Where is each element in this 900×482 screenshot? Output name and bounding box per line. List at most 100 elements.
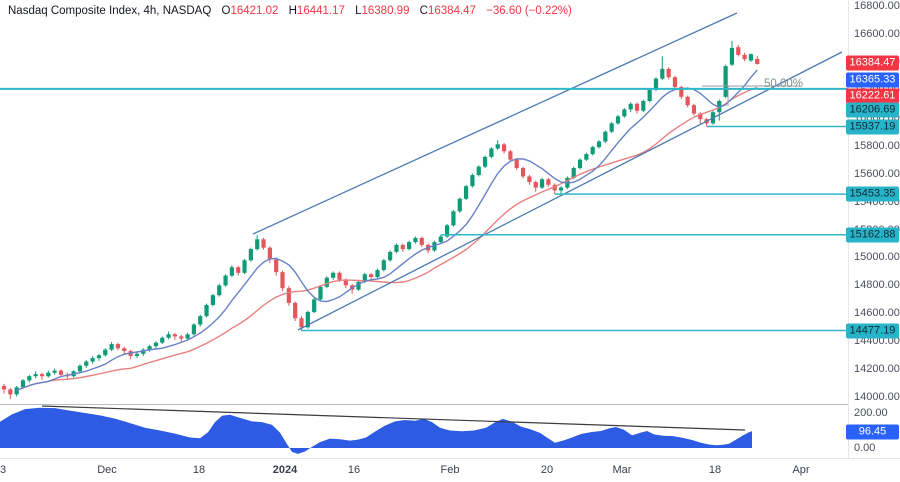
candle[interactable] bbox=[96, 355, 102, 359]
candle[interactable] bbox=[337, 272, 342, 280]
candle[interactable] bbox=[445, 225, 450, 237]
candle[interactable] bbox=[394, 244, 399, 252]
indicator-trendline[interactable] bbox=[41, 405, 746, 431]
candle[interactable] bbox=[90, 358, 95, 362]
candle[interactable] bbox=[58, 370, 64, 375]
candle[interactable] bbox=[109, 344, 114, 350]
candle[interactable] bbox=[191, 324, 196, 335]
candle[interactable] bbox=[160, 337, 165, 343]
candle[interactable] bbox=[39, 374, 45, 377]
candle[interactable] bbox=[324, 277, 329, 287]
candle[interactable] bbox=[27, 376, 32, 381]
candle[interactable] bbox=[609, 123, 614, 132]
candle[interactable] bbox=[533, 182, 538, 188]
candle[interactable] bbox=[577, 159, 583, 169]
candle[interactable] bbox=[672, 77, 678, 88]
candle[interactable] bbox=[641, 100, 646, 111]
candle[interactable] bbox=[419, 237, 424, 245]
candle[interactable] bbox=[375, 270, 380, 278]
candle[interactable] bbox=[312, 299, 317, 312]
candle[interactable] bbox=[495, 144, 500, 149]
candle[interactable] bbox=[141, 349, 146, 354]
candle[interactable] bbox=[1, 385, 7, 390]
candle[interactable] bbox=[558, 187, 564, 191]
candle[interactable] bbox=[248, 249, 253, 261]
candle[interactable] bbox=[438, 236, 443, 243]
candle[interactable] bbox=[615, 116, 621, 124]
candle[interactable] bbox=[596, 141, 602, 148]
candle[interactable] bbox=[242, 260, 247, 273]
candle[interactable] bbox=[470, 175, 475, 187]
candle[interactable] bbox=[122, 348, 127, 352]
candle[interactable] bbox=[84, 361, 89, 366]
candle[interactable] bbox=[413, 237, 418, 243]
candle[interactable] bbox=[179, 336, 184, 339]
candle[interactable] bbox=[198, 316, 203, 325]
candle[interactable] bbox=[603, 131, 608, 142]
candle[interactable] bbox=[103, 349, 108, 356]
candle[interactable] bbox=[115, 344, 121, 349]
candle[interactable] bbox=[210, 295, 215, 305]
candle[interactable] bbox=[457, 198, 462, 212]
candle[interactable] bbox=[286, 288, 291, 303]
candle[interactable] bbox=[52, 370, 57, 373]
candle[interactable] bbox=[388, 251, 393, 261]
symbol-info-bar[interactable]: Nasdaq Composite Index, 4h, NASDAQ O1642… bbox=[8, 5, 579, 17]
candle[interactable] bbox=[463, 186, 469, 199]
candle[interactable] bbox=[514, 159, 519, 169]
candle[interactable] bbox=[584, 154, 589, 160]
candle[interactable] bbox=[685, 96, 690, 106]
candle[interactable] bbox=[255, 239, 260, 250]
candle[interactable] bbox=[293, 302, 298, 319]
candle[interactable] bbox=[229, 267, 234, 276]
candle[interactable] bbox=[508, 151, 513, 160]
candle[interactable] bbox=[356, 281, 361, 290]
candle[interactable] bbox=[407, 242, 412, 250]
candle[interactable] bbox=[698, 113, 703, 120]
candle[interactable] bbox=[755, 58, 760, 65]
candle[interactable] bbox=[691, 105, 697, 114]
candle[interactable] bbox=[77, 365, 83, 372]
candle[interactable] bbox=[185, 334, 190, 339]
candle[interactable] bbox=[723, 66, 728, 97]
candle[interactable] bbox=[546, 179, 551, 185]
time-scale[interactable] bbox=[0, 458, 900, 482]
candle[interactable] bbox=[166, 334, 171, 338]
candle[interactable] bbox=[527, 176, 532, 183]
candle[interactable] bbox=[634, 103, 640, 111]
candle[interactable] bbox=[204, 304, 209, 317]
candle[interactable] bbox=[223, 275, 228, 286]
candle[interactable] bbox=[647, 89, 652, 101]
channel-lower-line[interactable] bbox=[297, 51, 843, 331]
candle[interactable] bbox=[653, 78, 659, 90]
candle[interactable] bbox=[729, 47, 735, 65]
candle[interactable] bbox=[217, 285, 222, 296]
candle[interactable] bbox=[628, 103, 633, 110]
candle[interactable] bbox=[539, 179, 545, 188]
candle[interactable] bbox=[451, 211, 456, 226]
candle[interactable] bbox=[520, 168, 526, 177]
candle[interactable] bbox=[736, 47, 741, 55]
candle[interactable] bbox=[331, 272, 336, 278]
candle[interactable] bbox=[134, 353, 140, 356]
candle[interactable] bbox=[489, 148, 494, 157]
candle[interactable] bbox=[33, 374, 38, 377]
candle[interactable] bbox=[147, 346, 152, 350]
candle[interactable] bbox=[742, 54, 747, 60]
candle[interactable] bbox=[318, 286, 323, 300]
candle[interactable] bbox=[153, 342, 159, 347]
candle[interactable] bbox=[571, 168, 576, 178]
candle[interactable] bbox=[590, 147, 595, 155]
candle[interactable] bbox=[400, 244, 405, 250]
candle[interactable] bbox=[172, 334, 178, 337]
candle[interactable] bbox=[369, 274, 374, 278]
candle[interactable] bbox=[501, 144, 507, 152]
candle[interactable] bbox=[46, 372, 51, 377]
candle[interactable] bbox=[482, 156, 488, 167]
candle[interactable] bbox=[381, 260, 386, 271]
candle[interactable] bbox=[274, 259, 279, 273]
candle[interactable] bbox=[299, 318, 304, 328]
candle[interactable] bbox=[362, 274, 367, 282]
candle[interactable] bbox=[267, 247, 272, 260]
